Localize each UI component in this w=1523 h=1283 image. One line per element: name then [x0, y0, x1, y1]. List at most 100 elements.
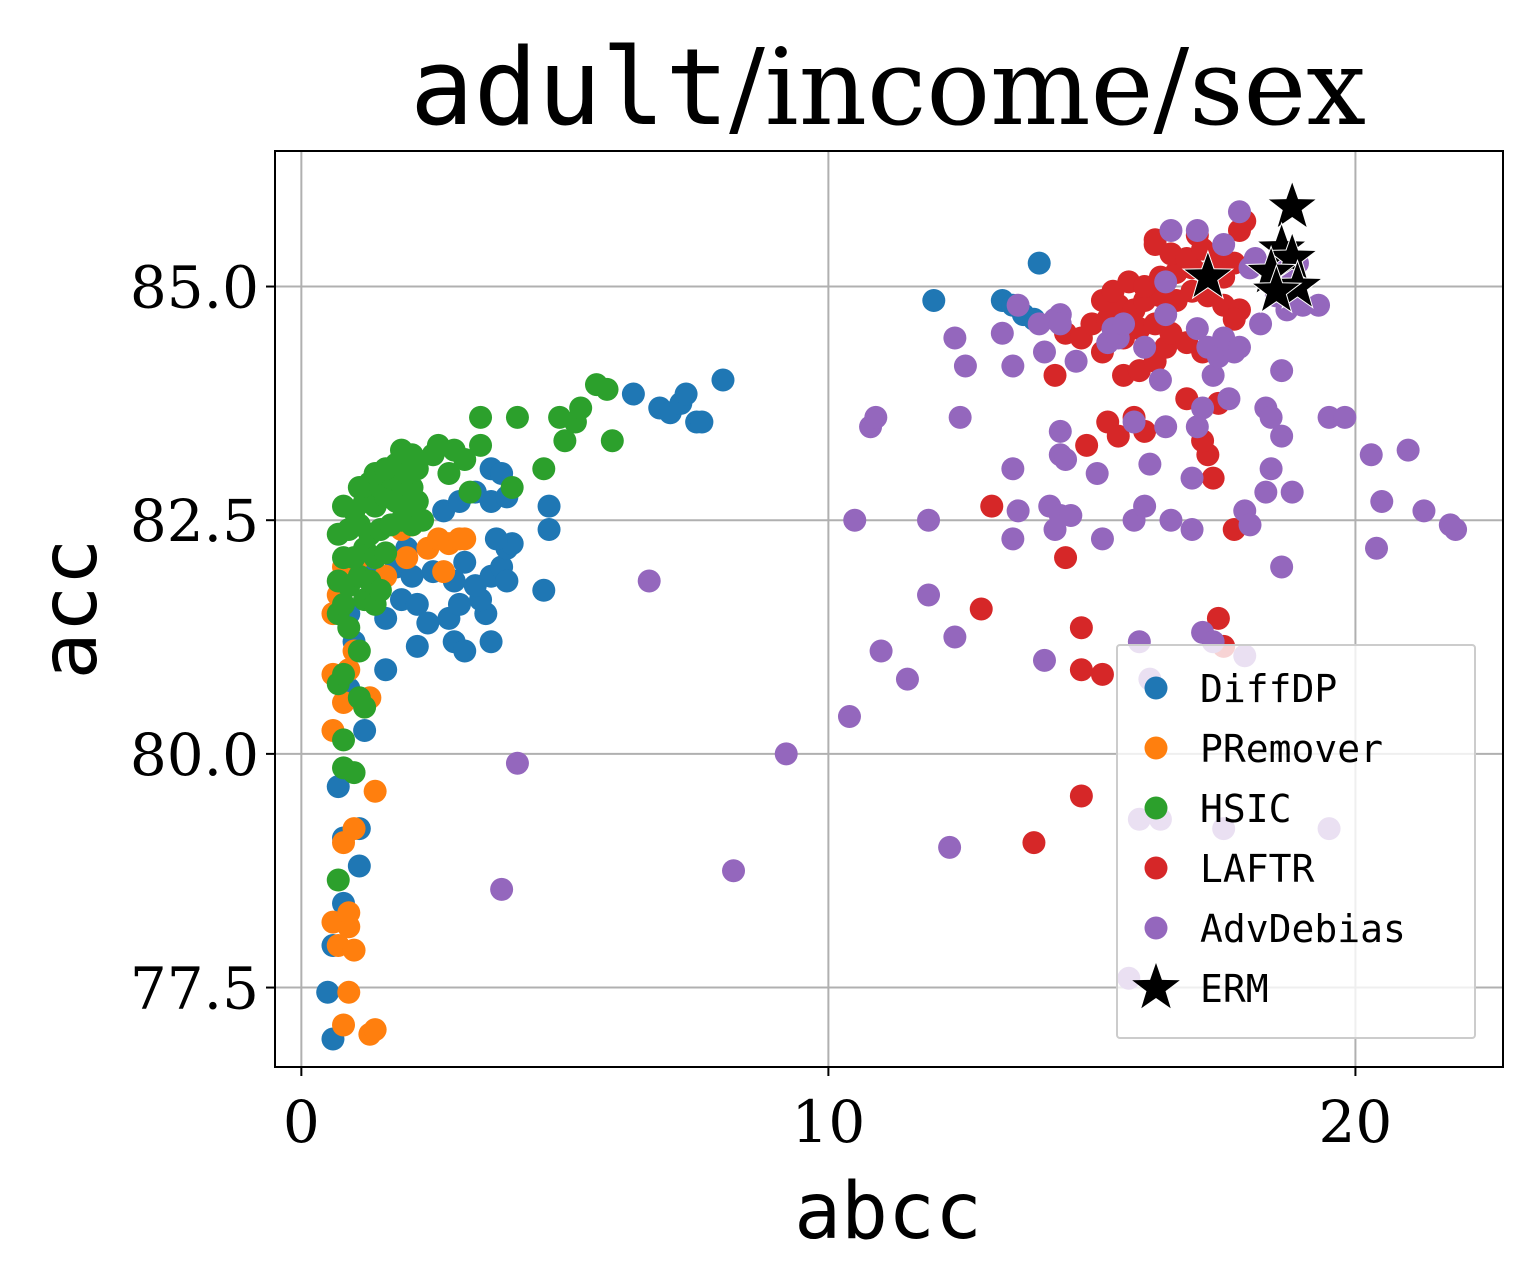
data-point — [1154, 303, 1178, 327]
data-point — [690, 410, 714, 434]
data-point — [917, 583, 941, 607]
data-point — [637, 569, 661, 593]
data-point — [1270, 359, 1294, 383]
data-point — [1001, 527, 1025, 551]
data-point — [837, 704, 861, 728]
erm-star-point — [1250, 263, 1303, 314]
data-point — [326, 775, 350, 799]
data-point — [405, 592, 429, 616]
x-tick-label: 10 — [791, 1088, 865, 1156]
data-point — [1191, 396, 1215, 420]
data-point — [1359, 443, 1383, 467]
data-point — [1180, 466, 1204, 490]
data-point — [453, 527, 477, 551]
data-point — [948, 405, 972, 429]
erm-star-point — [1266, 231, 1319, 281]
data-point — [1280, 480, 1304, 504]
data-point — [1254, 480, 1278, 504]
data-point — [969, 597, 993, 621]
data-point — [895, 667, 919, 691]
data-point — [1270, 555, 1294, 579]
data-point — [1133, 494, 1157, 518]
data-point — [1154, 415, 1178, 439]
data-point — [400, 564, 424, 588]
data-point — [353, 719, 377, 743]
data-point — [532, 457, 556, 481]
chart-title: adult/income/sex — [410, 26, 1366, 149]
data-point — [1307, 293, 1331, 317]
data-point — [943, 625, 967, 649]
data-point — [437, 461, 461, 485]
data-point — [1112, 312, 1136, 336]
legend-star-marker — [1132, 963, 1180, 1009]
data-point — [1122, 410, 1146, 434]
data-point — [342, 761, 366, 785]
data-point — [332, 728, 356, 752]
data-point — [347, 854, 371, 878]
data-point — [453, 447, 477, 471]
legend-item-laftr: LAFTR — [1144, 847, 1315, 891]
data-point — [1133, 335, 1157, 359]
data-point — [453, 639, 477, 663]
plot-frame — [274, 150, 1504, 1068]
data-point — [1054, 447, 1078, 471]
data-point — [342, 817, 366, 841]
data-point — [1090, 527, 1114, 551]
legend-marker — [1144, 916, 1168, 940]
y-tick-label: 85.0 — [130, 254, 259, 322]
data-point — [1317, 405, 1341, 429]
data-point — [332, 592, 356, 616]
chart-title-part-mono: adult — [410, 26, 729, 149]
data-point — [1185, 317, 1209, 341]
data-point — [953, 354, 977, 378]
y-tick-label: 82.5 — [130, 487, 259, 555]
data-point — [469, 405, 493, 429]
data-point — [1138, 452, 1162, 476]
data-point — [405, 634, 429, 658]
data-point — [621, 382, 645, 406]
data-point — [1148, 368, 1172, 392]
data-point — [337, 901, 361, 925]
data-point — [1270, 424, 1294, 448]
legend-marker — [1144, 736, 1168, 760]
y-tick-label: 80.0 — [130, 721, 259, 789]
data-point — [1201, 466, 1225, 490]
data-point — [447, 592, 471, 616]
data-point — [922, 289, 946, 313]
data-point — [1027, 251, 1051, 275]
legend-item-hsic: HSIC — [1144, 787, 1292, 831]
data-point — [500, 475, 524, 499]
data-point — [1069, 784, 1093, 808]
data-point — [1238, 513, 1262, 537]
data-point — [1370, 490, 1394, 514]
data-point — [938, 835, 962, 859]
data-point — [1365, 536, 1389, 560]
data-point — [864, 405, 888, 429]
y-axis-label: acc — [25, 539, 115, 680]
data-point — [1043, 363, 1067, 387]
y-tick-label: 77.5 — [130, 955, 259, 1023]
legend-item-advdebias: AdvDebias — [1144, 907, 1406, 951]
chart-title-part-serif: /income/sex — [729, 26, 1366, 149]
series-advdebias — [490, 200, 1468, 990]
legend-label: ERM — [1200, 967, 1269, 1011]
data-point — [722, 859, 746, 883]
data-point — [1227, 200, 1251, 224]
data-point — [917, 508, 941, 532]
data-point — [395, 546, 419, 570]
data-point — [980, 494, 1004, 518]
data-point — [600, 429, 624, 453]
data-point — [869, 639, 893, 663]
data-point — [1069, 658, 1093, 682]
data-point — [1059, 504, 1083, 528]
data-point — [943, 326, 967, 350]
data-point — [1259, 457, 1283, 481]
data-point — [1048, 312, 1072, 336]
data-point — [332, 1013, 356, 1037]
data-point — [363, 1018, 387, 1042]
series-hsic — [326, 373, 624, 892]
data-point — [374, 541, 398, 565]
erm-star-point — [1181, 249, 1235, 300]
data-point — [1159, 218, 1183, 242]
